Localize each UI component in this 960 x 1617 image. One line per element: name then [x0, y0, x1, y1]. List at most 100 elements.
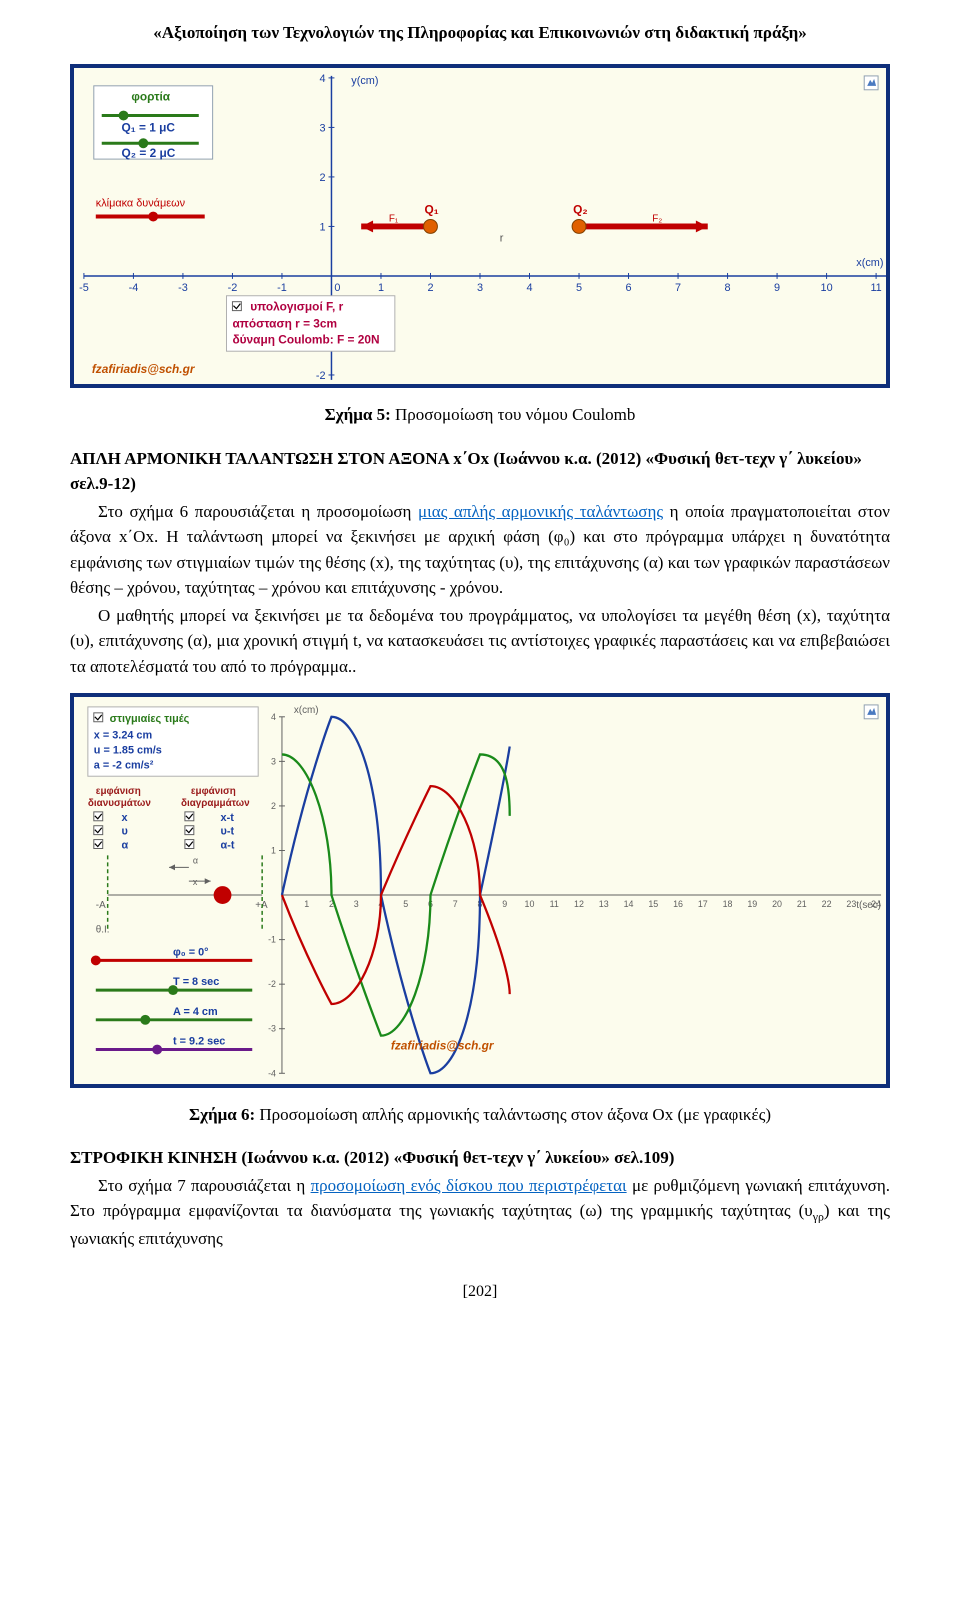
svg-text:x(cm): x(cm)	[294, 705, 319, 716]
svg-text:r: r	[500, 232, 504, 244]
svg-text:16: 16	[673, 899, 683, 909]
svg-text:y(cm): y(cm)	[351, 74, 378, 86]
figure5-container: -5-4 -3-2 -10 12 34 56 78 910 11 12 34 -…	[70, 64, 890, 389]
svg-text:11: 11	[550, 899, 559, 909]
svg-text:5: 5	[576, 281, 582, 293]
svg-text:-4: -4	[129, 281, 139, 293]
svg-text:-4: -4	[268, 1069, 276, 1079]
svg-text:εμφάνιση: εμφάνιση	[96, 786, 141, 797]
svg-text:Q₂ = 2 μC: Q₂ = 2 μC	[122, 146, 176, 160]
svg-text:-A: -A	[96, 900, 106, 911]
sectionA-para1: Στο σχήμα 6 παρουσιάζεται η προσομοίωση …	[70, 499, 890, 601]
svg-text:δύναμη Coulomb: F = 20N: δύναμη Coulomb: F = 20N	[232, 332, 379, 346]
svg-text:διανυσμάτων: διανυσμάτων	[88, 798, 151, 809]
svg-text:1: 1	[271, 846, 276, 856]
svg-text:Q₁ = 1 μC: Q₁ = 1 μC	[122, 120, 176, 134]
svg-text:13: 13	[599, 899, 609, 909]
svg-text:0: 0	[334, 281, 340, 293]
svg-text:fzafiriadis@sch.gr: fzafiriadis@sch.gr	[391, 1039, 495, 1053]
svg-text:α: α	[193, 856, 198, 866]
caption-text: Προσομοίωση απλής αρμονικής ταλάντωσης σ…	[255, 1105, 771, 1124]
svg-text:διαγραμμάτων: διαγραμμάτων	[181, 798, 250, 809]
sectionB-heading: ΣΤΡΟΦΙΚΗ ΚΙΝΗΣΗ (Ιωάννου κ.α. (2012) «Φυ…	[70, 1145, 890, 1171]
svg-text:3: 3	[354, 899, 359, 909]
svg-text:24: 24	[871, 899, 881, 909]
svg-text:-5: -5	[79, 281, 89, 293]
svg-text:15: 15	[648, 899, 658, 909]
svg-text:T = 8 sec: T = 8 sec	[173, 977, 219, 989]
svg-text:-3: -3	[268, 1024, 276, 1034]
svg-text:x: x	[193, 878, 198, 888]
svg-text:x(cm): x(cm)	[856, 257, 883, 269]
svg-text:-1: -1	[268, 935, 276, 945]
svg-text:1: 1	[319, 221, 325, 233]
page-header: «Αξιοποίηση των Τεχνολογιών της Πληροφορ…	[70, 20, 890, 46]
svg-text:x = 3.24 cm: x = 3.24 cm	[94, 730, 152, 742]
svg-text:a = -2 cm/s²: a = -2 cm/s²	[94, 760, 154, 772]
caption-label: Σχήμα 5:	[325, 405, 391, 424]
svg-text:2: 2	[271, 801, 276, 811]
figure5-svg: -5-4 -3-2 -10 12 34 56 78 910 11 12 34 -…	[74, 68, 886, 385]
svg-text:F₂: F₂	[652, 213, 662, 224]
svg-text:17: 17	[698, 899, 708, 909]
svg-text:-2: -2	[228, 281, 238, 293]
svg-text:21: 21	[797, 899, 807, 909]
figure5-caption: Σχήμα 5: Προσομοίωση του νόμου Coulomb	[70, 402, 890, 428]
svg-text:2: 2	[427, 281, 433, 293]
svg-text:6: 6	[626, 281, 632, 293]
figure6-svg: x(cm) t(sec) 123 456 789 101112 131415 1…	[74, 697, 886, 1083]
svg-text:2: 2	[319, 171, 325, 183]
svg-text:α-t: α-t	[221, 840, 235, 852]
svg-text:7: 7	[453, 899, 458, 909]
svg-text:7: 7	[675, 281, 681, 293]
figure6-caption: Σχήμα 6: Προσομοίωση απλής αρμονικής ταλ…	[70, 1102, 890, 1128]
svg-text:8: 8	[725, 281, 731, 293]
svg-text:20: 20	[772, 899, 782, 909]
svg-text:t = 9.2 sec: t = 9.2 sec	[173, 1036, 225, 1048]
svg-text:F₁: F₁	[389, 213, 399, 224]
svg-text:22: 22	[822, 899, 832, 909]
svg-text:4: 4	[526, 281, 532, 293]
svg-text:θ.Ι.: θ.Ι.	[96, 925, 110, 936]
svg-text:4: 4	[319, 72, 325, 84]
page-footer: [202]	[70, 1280, 890, 1304]
svg-text:Q₂: Q₂	[573, 202, 588, 216]
svg-text:α: α	[122, 840, 129, 852]
svg-text:12: 12	[574, 899, 584, 909]
svg-text:10: 10	[525, 899, 535, 909]
sim-link-oscillation[interactable]: μιας απλής αρμονικής ταλάντωσης	[418, 502, 663, 521]
caption-label: Σχήμα 6:	[189, 1105, 255, 1124]
svg-text:A = 4 cm: A = 4 cm	[173, 1006, 218, 1018]
svg-text:4: 4	[271, 712, 276, 722]
svg-text:x-t: x-t	[221, 812, 235, 824]
svg-text:9: 9	[502, 899, 507, 909]
svg-text:x: x	[122, 812, 128, 824]
fig5-charges-title: φορτία	[131, 89, 170, 103]
svg-text:23: 23	[846, 899, 856, 909]
svg-text:1: 1	[378, 281, 384, 293]
svg-text:5: 5	[403, 899, 408, 909]
svg-text:3: 3	[271, 757, 276, 767]
svg-text:Q₁: Q₁	[425, 202, 439, 216]
sim-link-disk[interactable]: προσομοίωση ενός δίσκου που περιστρέφετα…	[311, 1176, 627, 1195]
svg-text:υ-t: υ-t	[221, 826, 235, 838]
svg-text:10: 10	[821, 281, 833, 293]
svg-text:fzafiriadis@sch.gr: fzafiriadis@sch.gr	[92, 361, 196, 375]
svg-text:υπολογισμοί F, r: υπολογισμοί F, r	[250, 299, 343, 313]
svg-text:-3: -3	[178, 281, 188, 293]
svg-text:19: 19	[747, 899, 757, 909]
svg-text:14: 14	[624, 899, 634, 909]
svg-text:υ: υ	[122, 826, 128, 838]
figure6-container: x(cm) t(sec) 123 456 789 101112 131415 1…	[70, 693, 890, 1087]
svg-text:στιγμιαίες τιμές: στιγμιαίες τιμές	[110, 713, 190, 725]
svg-text:18: 18	[723, 899, 733, 909]
svg-text:κλίμακα δυνάμεων: κλίμακα δυνάμεων	[96, 197, 186, 209]
svg-text:11: 11	[870, 281, 881, 293]
svg-text:-2: -2	[316, 369, 326, 381]
svg-text:-1: -1	[277, 281, 287, 293]
svg-text:1: 1	[304, 899, 309, 909]
svg-text:9: 9	[774, 281, 780, 293]
sectionA-heading: ΑΠΛΗ ΑΡΜΟΝΙΚΗ ΤΑΛΑΝΤΩΣΗ ΣΤΟΝ ΑΞΟΝΑ x΄Ox …	[70, 446, 890, 497]
svg-text:-2: -2	[268, 980, 276, 990]
svg-text:φ₀ = 0°: φ₀ = 0°	[173, 947, 208, 959]
